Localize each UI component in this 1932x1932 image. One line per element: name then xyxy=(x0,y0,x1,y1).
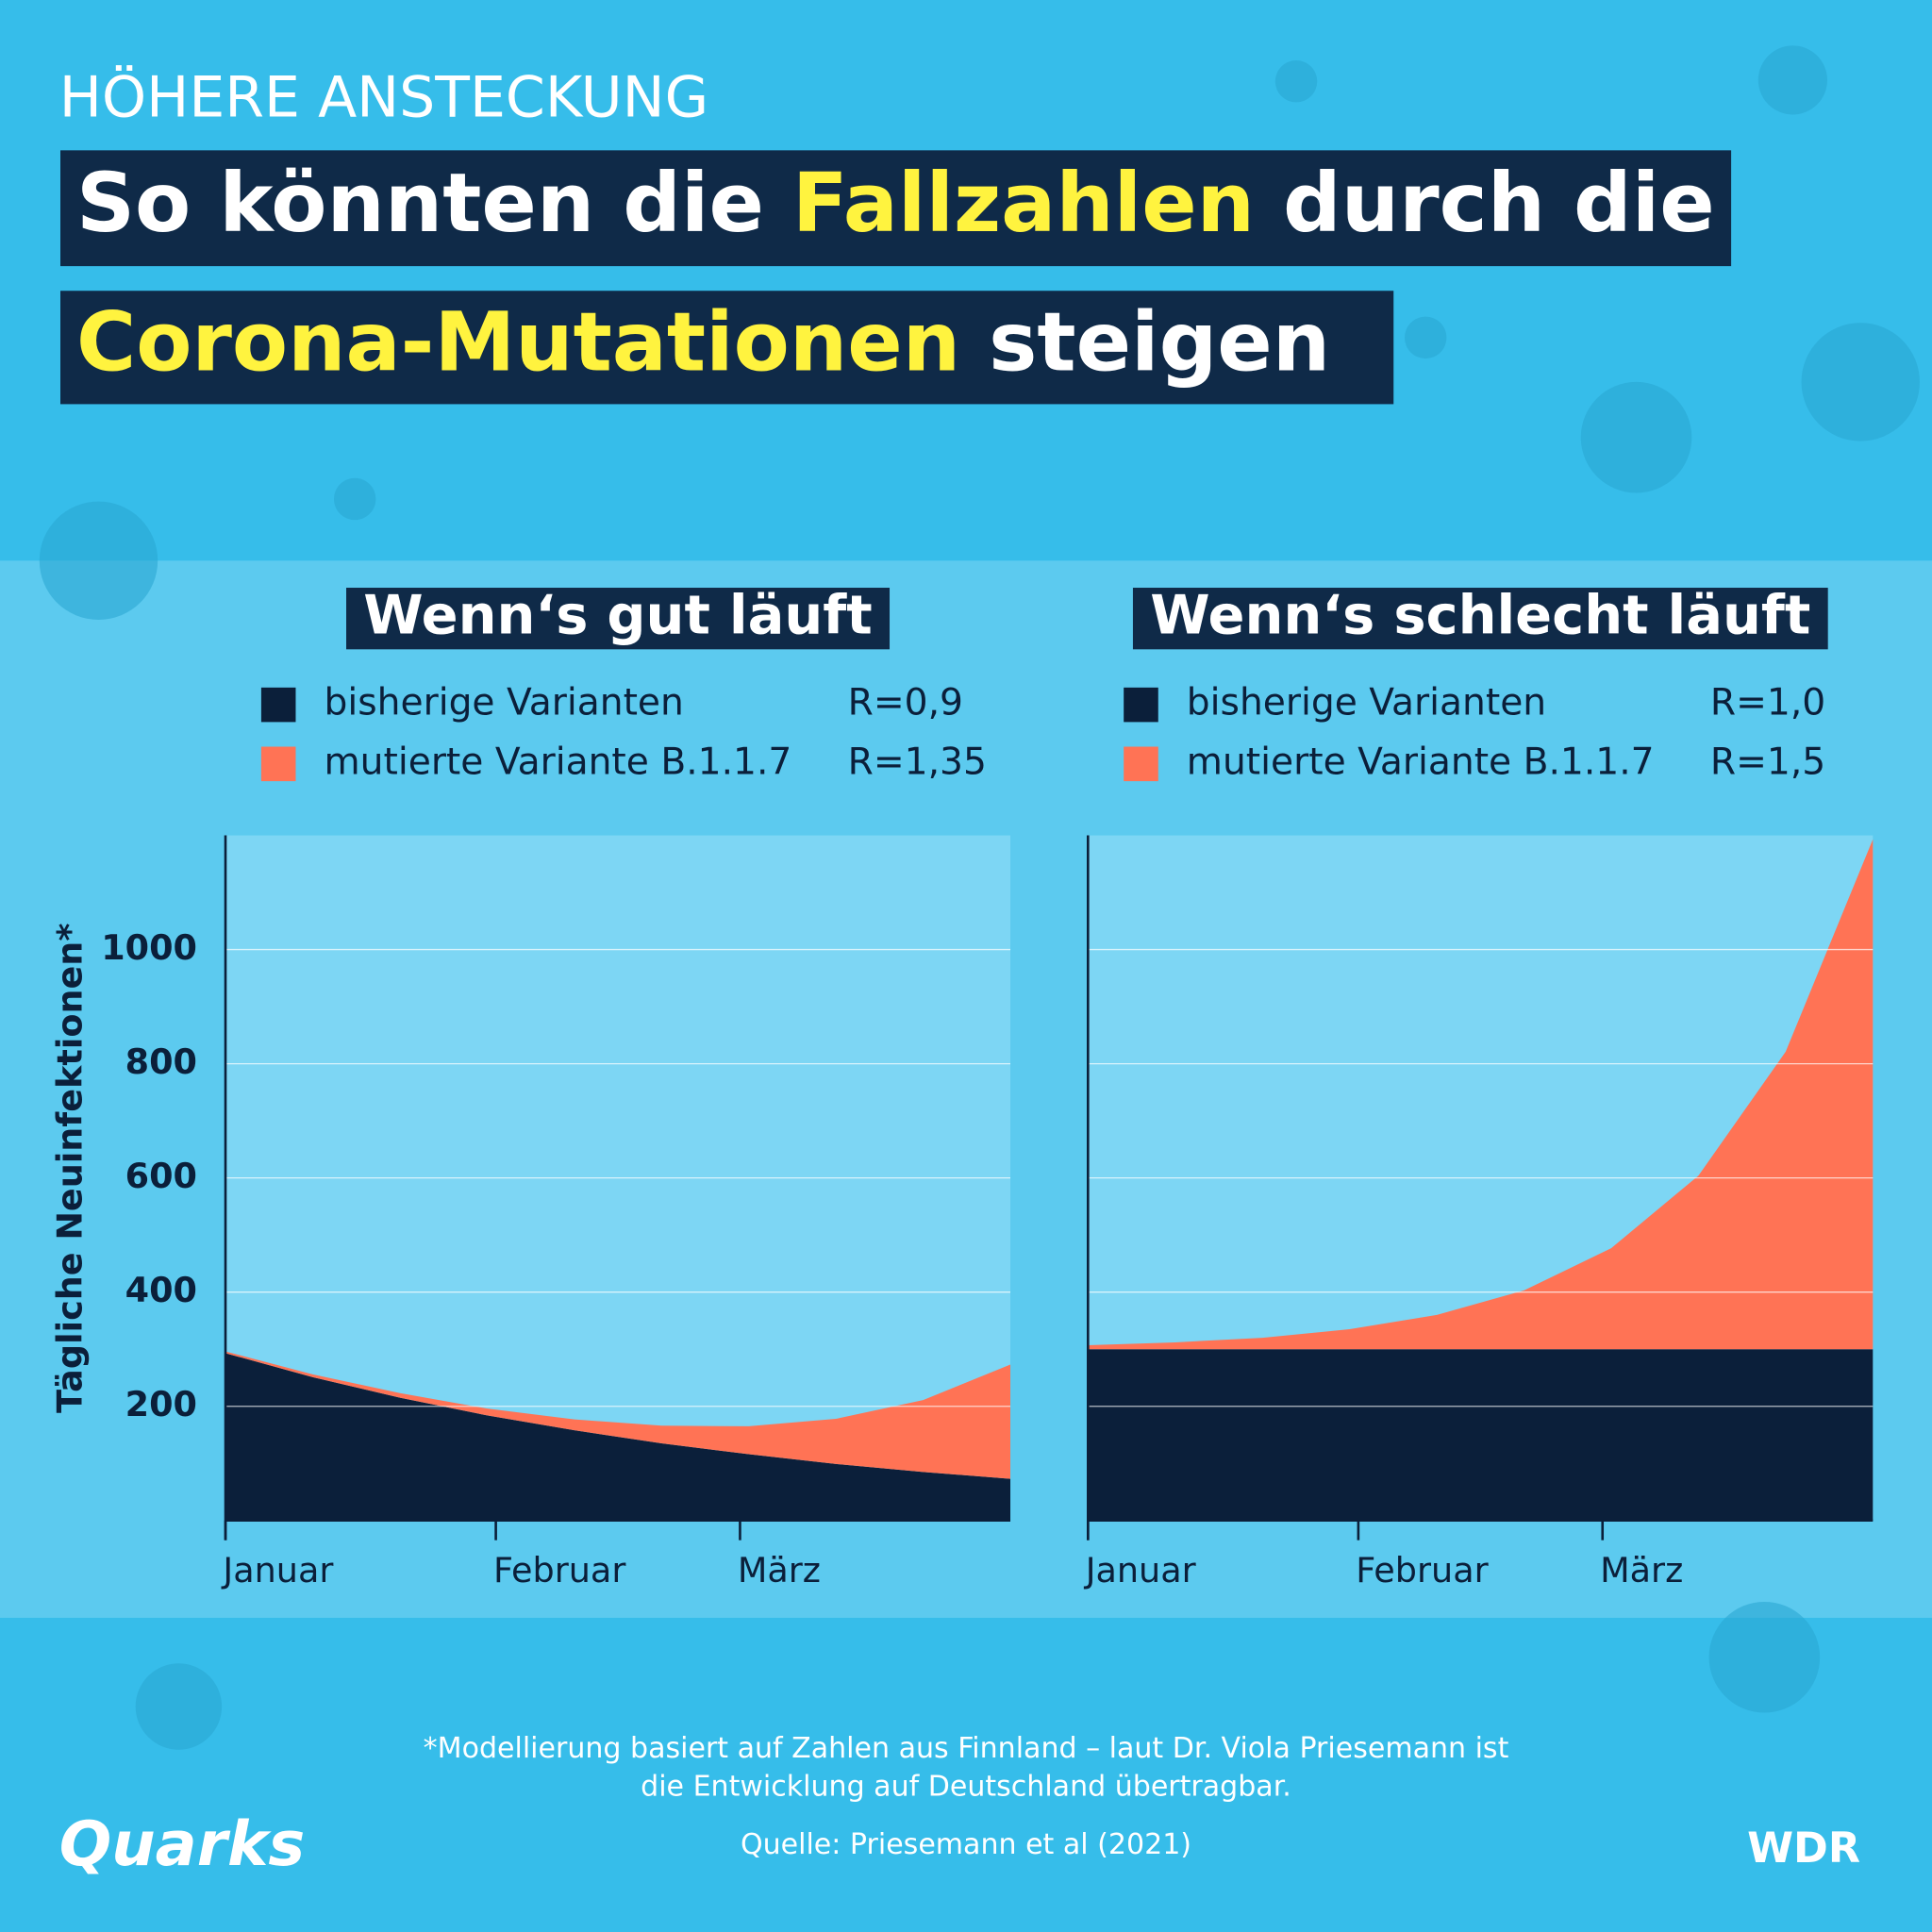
y-tick-label: 600 xyxy=(125,1156,197,1196)
legend-label: bisherige Varianten xyxy=(1187,682,1546,724)
area xyxy=(225,1351,1011,1479)
legend-label: bisherige Varianten xyxy=(325,682,684,724)
chart-title-box xyxy=(346,588,891,650)
title: Corona-Mutationen steigen xyxy=(76,296,1330,391)
legend-label: mutierte Variante B.1.1.7 xyxy=(1187,741,1655,783)
title: So könnten die Fallzahlen durch die xyxy=(76,157,1715,251)
title-highlight: Corona-Mutationen xyxy=(76,296,960,391)
legend-label: mutierte Variante B.1.1.7 xyxy=(325,741,792,783)
x-tick-label: Februar xyxy=(493,1550,626,1591)
source: Quelle: Priesemann et al (2021) xyxy=(741,1828,1191,1861)
legend-r: R=0,9 xyxy=(848,682,963,724)
y-tick-label: 1000 xyxy=(101,927,197,968)
x-tick-label: Februar xyxy=(1356,1550,1489,1591)
title-part: So könnten die xyxy=(76,157,764,251)
x-tick-label: Januar xyxy=(1084,1550,1197,1591)
area xyxy=(225,1353,1011,1521)
area xyxy=(1088,1349,1874,1521)
title-part: steigen xyxy=(989,296,1330,391)
y-tick-label: 400 xyxy=(125,1270,197,1310)
legend-swatch xyxy=(1124,687,1158,723)
legend-swatch xyxy=(260,687,296,723)
title-box xyxy=(60,291,1394,405)
legend-r: R=1,35 xyxy=(848,741,987,783)
chart-title: Wenn‘s schlecht läuft xyxy=(1150,583,1810,646)
y-axis-label: Tägliche Neuinfektionen* xyxy=(49,924,90,1413)
y-tick-label: 200 xyxy=(125,1384,197,1424)
x-tick-label: März xyxy=(738,1550,821,1591)
chart-title-box xyxy=(1132,588,1828,650)
logo-quarks: Quarks xyxy=(59,1808,306,1880)
virus-decoration xyxy=(39,45,1920,1750)
legend-r: R=1,0 xyxy=(1710,682,1825,724)
x-tick-label: März xyxy=(1600,1550,1683,1591)
legend-r: R=1,5 xyxy=(1710,741,1825,783)
legend-swatch xyxy=(1124,746,1158,782)
footnote: *Modellierung basiert auf Zahlen aus Fin… xyxy=(424,1732,1509,1765)
area xyxy=(1088,839,1874,1350)
title-box xyxy=(60,150,1732,267)
footnote: die Entwicklung auf Deutschland übertrag… xyxy=(641,1771,1291,1804)
chart-title: Wenn‘s gut läuft xyxy=(363,583,872,646)
title-part: durch die xyxy=(1283,157,1715,251)
legend-swatch xyxy=(260,746,296,782)
y-tick-label: 800 xyxy=(125,1041,197,1082)
title-highlight: Fallzahlen xyxy=(792,157,1255,251)
x-tick-label: Januar xyxy=(221,1550,334,1591)
kicker: HÖHERE ANSTECKUNG xyxy=(59,64,708,131)
logo-wdr: WDR xyxy=(1747,1824,1860,1873)
